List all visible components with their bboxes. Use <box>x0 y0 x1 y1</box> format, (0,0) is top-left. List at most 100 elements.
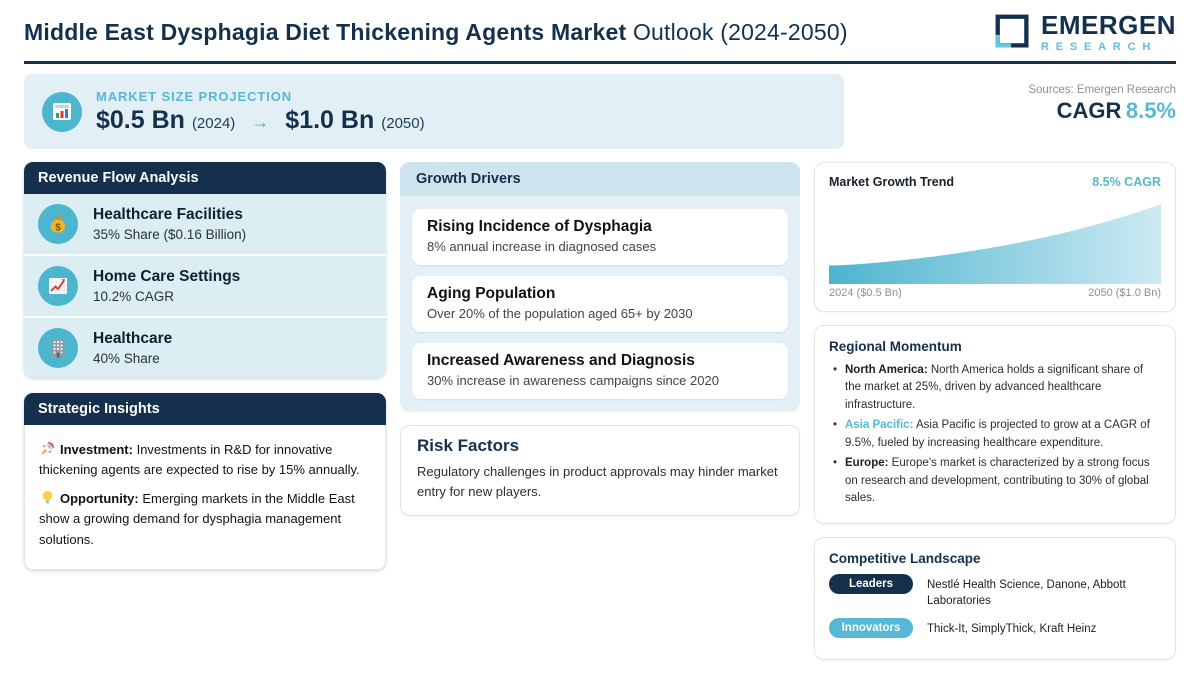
innovators-companies: Thick-It, SimplyThick, Kraft Heinz <box>927 622 1097 635</box>
region-item-europe: Europe: Europe’s market is characterized… <box>833 455 1161 507</box>
growth-driver-title: Increased Awareness and Diagnosis <box>427 352 695 369</box>
revenue-flow-rows: $ Healthcare Facilities 35% Share ($0.16… <box>24 194 386 378</box>
revenue-item-healthcare-facilities: $ Healthcare Facilities 35% Share ($0.16… <box>24 194 386 254</box>
market-size-banner: MARKET SIZE PROJECTION $0.5 Bn (2024) → … <box>24 74 844 149</box>
insight-opportunity: Opportunity: Emerging markets in the Mid… <box>39 489 371 549</box>
revenue-item-title: Healthcare Facilities <box>93 206 243 223</box>
revenue-item-text: Healthcare Facilities 35% Share ($0.16 B… <box>93 206 246 242</box>
market-year-2050: (2050) <box>381 114 425 132</box>
growth-drivers-panel: Growth Drivers Rising Incidence of Dysph… <box>400 162 800 412</box>
insight-investment: Investment: Investments in R&D for innov… <box>39 440 371 480</box>
svg-text:$: $ <box>55 223 61 234</box>
revenue-item-subtitle: 40% Share <box>93 351 160 366</box>
axis-label-end: 2050 ($1.0 Bn) <box>1088 287 1161 299</box>
axis-label-start: 2024 ($0.5 Bn) <box>829 287 902 299</box>
growth-drivers-header: Growth Drivers <box>400 162 800 196</box>
market-value-2050: $1.0 Bn <box>285 105 375 134</box>
growth-driver-title: Rising Incidence of Dysphagia <box>427 218 652 235</box>
cagr-callout: CAGR 8.5% <box>1028 98 1176 124</box>
strategic-insights-body: Investment: Investments in R&D for innov… <box>24 425 386 570</box>
market-value-2024: $0.5 Bn <box>96 105 185 134</box>
trend-header: Market Growth Trend 8.5% CAGR <box>829 175 1161 189</box>
growth-driver-card: Rising Incidence of Dysphagia 8% annual … <box>412 209 788 265</box>
page-title-main: Middle East Dysphagia Diet Thickening Ag… <box>24 18 627 45</box>
insight-text: Investments in R&D for innovative thicke… <box>39 442 360 478</box>
growth-driver-subtitle: Over 20% of the population aged 65+ by 2… <box>427 306 693 321</box>
revenue-flow-panel: Revenue Flow Analysis $ Healthcare Facil… <box>24 162 386 378</box>
trend-title: Market Growth Trend <box>829 175 955 189</box>
market-growth-trend-card: Market Growth Trend 8.5% CAGR 2024 ($0.5… <box>814 162 1176 312</box>
growth-driver-subtitle: 8% annual increase in diagnosed cases <box>427 239 657 254</box>
region-text: North America holds a significant share … <box>845 364 1144 411</box>
revenue-item-title: Home Care Settings <box>93 268 241 285</box>
competitive-landscape-title: Competitive Landscape <box>829 550 981 566</box>
insight-label: Opportunity: <box>60 491 139 507</box>
innovators-row: Innovators Thick-It, SimplyThick, Kraft … <box>829 617 1161 638</box>
emergen-logo: EMERGEN RESEARCH <box>992 11 1176 53</box>
growth-drivers-cards: Rising Incidence of Dysphagia 8% annual … <box>400 196 800 399</box>
revenue-item-subtitle: 35% Share ($0.16 Billion) <box>93 227 247 242</box>
region-label: Europe: <box>845 457 889 470</box>
logo-name: EMERGEN <box>1041 9 1176 40</box>
left-column: Revenue Flow Analysis $ Healthcare Facil… <box>24 162 386 585</box>
page-title: Middle East Dysphagia Diet Thickening Ag… <box>24 19 848 46</box>
region-list: North America: North America holds a sig… <box>829 362 1161 508</box>
region-label: Asia Pacific: <box>845 419 914 432</box>
regional-momentum-card: Regional Momentum North America: North A… <box>814 325 1176 524</box>
revenue-item-text: Home Care Settings 10.2% CAGR <box>93 268 240 304</box>
logo-subtitle: RESEARCH <box>1041 40 1158 53</box>
revenue-flow-header: Revenue Flow Analysis <box>24 162 386 194</box>
page-title-suffix: Outlook (2024-2050) <box>626 18 848 45</box>
leaders-companies: Nestlé Health Science, Danone, Abbott La… <box>927 578 1126 607</box>
trend-cagr-badge: 8.5% CAGR <box>1092 175 1161 189</box>
strategic-insights-panel: Strategic Insights Investment: Investmen… <box>24 393 386 570</box>
revenue-item-text: Healthcare 40% Share <box>93 330 172 366</box>
area-chart <box>829 204 1161 284</box>
main-content: Revenue Flow Analysis $ Healthcare Facil… <box>24 162 1176 673</box>
revenue-item-healthcare: Healthcare 40% Share <box>24 318 386 378</box>
rocket-icon <box>40 441 55 456</box>
market-year-2024: (2024) <box>191 114 236 132</box>
bulb-icon <box>42 491 53 504</box>
revenue-item-home-care: Home Care Settings 10.2% CAGR <box>24 256 386 316</box>
region-text: Asia Pacific is projected to grow at a C… <box>845 419 1150 449</box>
logo-text: EMERGEN RESEARCH <box>1041 12 1176 53</box>
growth-driver-card: Increased Awareness and Diagnosis 30% in… <box>412 343 788 399</box>
sources-note: Sources: Emergen Research <box>1028 84 1176 96</box>
innovators-badge: Innovators <box>829 617 913 638</box>
region-text: Europe’s market is characterized by a st… <box>845 457 1150 505</box>
leaders-badge: Leaders <box>829 573 913 594</box>
strategic-insights-header: Strategic Insights <box>24 393 386 425</box>
risk-factors-text: Regulatory challenges in product approva… <box>417 464 778 499</box>
cagr-value: 8.5% <box>1125 98 1176 123</box>
growth-driver-subtitle: 30% increase in awareness campaigns sinc… <box>427 373 719 388</box>
market-size-row: MARKET SIZE PROJECTION $0.5 Bn (2024) → … <box>24 74 1176 149</box>
cagr-label: CAGR <box>1056 98 1122 123</box>
right-column: Market Growth Trend 8.5% CAGR 2024 ($0.5… <box>814 162 1176 673</box>
region-label: North America: <box>845 364 928 376</box>
region-item-north-america: North America: North America holds a sig… <box>833 362 1161 414</box>
arrow-right-icon: → <box>251 111 270 132</box>
growth-driver-title: Aging Population <box>427 285 556 302</box>
banner-label: MARKET SIZE PROJECTION <box>96 88 293 104</box>
banner-meta: Sources: Emergen Research CAGR 8.5% <box>1028 74 1176 149</box>
risk-factors-card: Risk Factors Regulatory challenges in pr… <box>400 425 800 516</box>
banner-text: MARKET SIZE PROJECTION $0.5 Bn (2024) → … <box>96 89 425 135</box>
bar-chart-icon <box>42 91 82 132</box>
header: Middle East Dysphagia Diet Thickening Ag… <box>0 0 1200 59</box>
insight-label: Investment: <box>60 442 133 457</box>
building-icon <box>38 328 78 368</box>
header-divider <box>24 61 1176 64</box>
region-item-asia-pacific: Asia Pacific: Asia Pacific is projected … <box>833 417 1161 452</box>
money-bag-icon: $ <box>38 204 78 244</box>
revenue-item-title: Healthcare <box>93 330 173 347</box>
logo-square-icon <box>995 14 1029 48</box>
regional-momentum-title: Regional Momentum <box>829 339 962 354</box>
competitive-landscape-card: Competitive Landscape Leaders Nestlé Hea… <box>814 536 1176 660</box>
trend-axis: 2024 ($0.5 Bn) 2050 ($1.0 Bn) <box>829 287 1161 299</box>
insight-text: Emerging markets in the Middle East show… <box>39 491 355 547</box>
revenue-item-subtitle: 10.2% CAGR <box>93 289 175 304</box>
line-chart-icon <box>38 266 78 306</box>
leaders-row: Leaders Nestlé Health Science, Danone, A… <box>829 573 1161 609</box>
